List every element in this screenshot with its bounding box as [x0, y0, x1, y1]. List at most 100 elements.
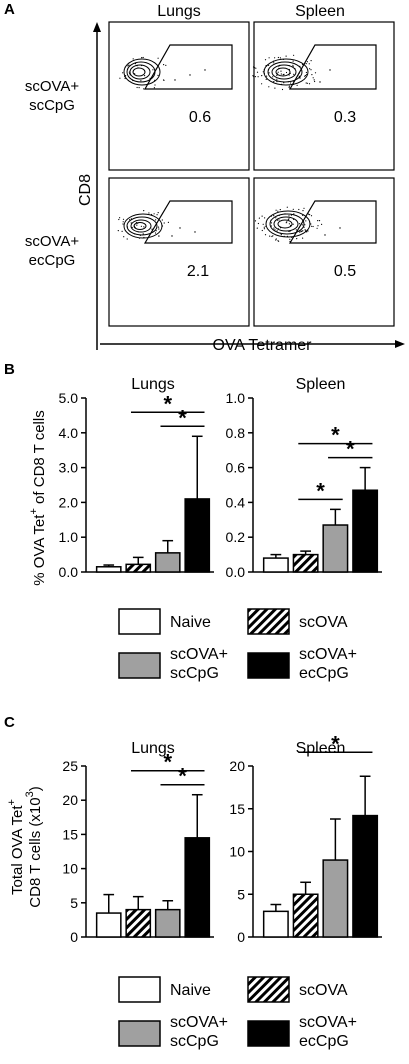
y-tick-label: 0.0: [226, 564, 246, 580]
bar: [125, 908, 152, 938]
legend-label: scOVA+: [299, 646, 357, 663]
significance-star: *: [163, 750, 172, 775]
event-dot: [165, 64, 167, 66]
event-dot: [265, 65, 267, 67]
y-tick-label: 0: [237, 929, 245, 945]
event-dot: [266, 75, 268, 77]
significance-star: *: [346, 437, 355, 462]
event-dot: [292, 64, 294, 66]
event-dot: [299, 230, 301, 232]
event-dot: [299, 77, 301, 79]
event-dot: [134, 233, 136, 235]
event-dot: [300, 230, 302, 233]
legend-label: scOVA+: [170, 1014, 228, 1031]
event-dot: [278, 219, 280, 221]
event-dot: [310, 215, 313, 217]
event-dot: [288, 85, 290, 87]
event-dot: [317, 225, 319, 227]
event-dot: [339, 227, 341, 229]
event-dot: [189, 74, 191, 76]
event-dot: [279, 64, 281, 66]
event-dot: [151, 77, 153, 79]
event-dot: [299, 65, 301, 67]
legend-swatch: [247, 1020, 290, 1047]
event-dot: [269, 235, 271, 237]
event-dot: [263, 226, 265, 228]
event-dot: [261, 229, 263, 232]
event-dot: [305, 71, 307, 74]
legend-swatch: [118, 608, 161, 635]
cd8-arrowhead: [93, 22, 101, 32]
event-dot: [264, 59, 267, 61]
legend-swatch: [118, 976, 161, 1003]
event-dot: [125, 75, 127, 77]
event-dot: [289, 72, 291, 74]
event-dot: [254, 76, 256, 78]
event-dot: [304, 229, 306, 231]
event-dot: [252, 75, 254, 77]
event-dot: [306, 61, 308, 63]
event-dot: [274, 87, 276, 89]
chart-c-lungs: Lungs 0 5 10 15 20 25 **: [62, 740, 214, 945]
event-dot: [298, 208, 300, 211]
event-dot: [151, 213, 153, 216]
event-dot: [154, 79, 156, 81]
event-dot: [304, 224, 306, 226]
event-dot: [272, 235, 274, 237]
bar: [154, 552, 181, 573]
event-dot: [294, 68, 296, 70]
event-dot: [157, 226, 160, 228]
event-dot: [142, 233, 144, 235]
panel-a-flow-plots: A Lungs Spleen scOVA+ scCpG scOVA+ ecCpG…: [4, 1, 405, 354]
event-dot: [297, 75, 299, 77]
event-dot: [126, 226, 129, 228]
event-dot: [134, 63, 137, 65]
bar: [95, 912, 122, 938]
event-dot: [310, 69, 312, 71]
significance-star: *: [163, 391, 172, 416]
event-dot: [122, 223, 124, 225]
event-dot: [138, 237, 141, 239]
event-dot: [141, 64, 143, 67]
event-dot: [316, 227, 318, 229]
significance-star: *: [316, 478, 325, 503]
y-tick-label: 4.0: [59, 425, 79, 441]
event-dot: [156, 214, 158, 216]
event-dot: [311, 74, 313, 76]
event-dot: [273, 81, 275, 83]
chart-title: Spleen: [296, 376, 346, 393]
legend-label: scOVA: [299, 614, 348, 631]
event-dot: [126, 238, 128, 240]
event-dot: [286, 206, 288, 208]
event-dot: [153, 87, 155, 89]
y-tick-label: 5.0: [59, 390, 79, 406]
event-dots: [117, 54, 341, 243]
event-dot: [292, 65, 294, 67]
event-dot: [270, 219, 272, 221]
event-dot: [163, 222, 165, 224]
y-tick-label: 10: [62, 861, 78, 877]
event-dot: [152, 69, 154, 71]
event-dot: [305, 63, 307, 65]
event-dot: [139, 234, 141, 236]
event-dot: [134, 227, 136, 229]
y-tick-label: 0.8: [226, 425, 246, 441]
y-tick-label: 3.0: [59, 460, 79, 476]
y-tick-label: 20: [229, 758, 245, 774]
event-dot: [301, 63, 304, 65]
event-dot: [275, 239, 277, 241]
event-dot: [270, 215, 272, 217]
flow-plot-spleen-eccpg: [253, 177, 395, 327]
event-dot: [314, 72, 317, 74]
event-dot: [289, 230, 291, 233]
event-dot: [280, 234, 282, 236]
y-tick-label: 15: [229, 801, 245, 817]
event-dot: [167, 221, 169, 223]
event-dot: [308, 83, 311, 85]
event-dot: [279, 227, 282, 229]
event-dot: [298, 75, 300, 77]
gate-lungs-sccpg: [143, 44, 233, 90]
